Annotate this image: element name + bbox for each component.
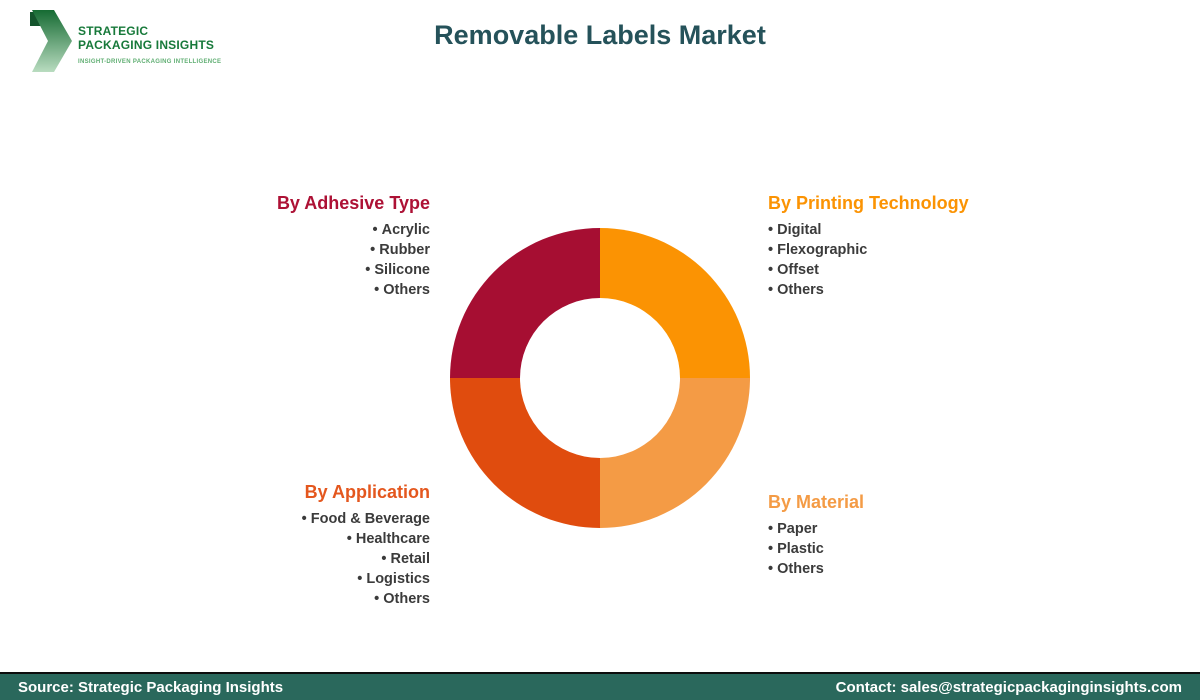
segment-application: By Application Food & BeverageHealthcare… [180, 481, 430, 609]
list-item: Others [768, 280, 1008, 300]
list-item: Others [180, 589, 430, 609]
segment-adhesive-type: By Adhesive Type AcrylicRubberSiliconeOt… [180, 192, 430, 300]
donut-chart [450, 228, 750, 528]
list-item: Rubber [180, 240, 430, 260]
segment-title: By Printing Technology [768, 193, 969, 213]
list-item: Digital [768, 220, 1008, 240]
list-item: Logistics [180, 569, 430, 589]
segment-item-list: Food & BeverageHealthcareRetailLogistics… [180, 509, 430, 609]
chevron-logo-icon [30, 10, 72, 72]
list-item: Others [180, 280, 430, 300]
list-item: Offset [768, 260, 1008, 280]
segment-title: By Application [304, 482, 430, 502]
brand-logo: STRATEGIC PACKAGING INSIGHTS INSIGHT-DRI… [30, 10, 221, 72]
list-item: Paper [768, 519, 1008, 539]
logo-text-line1: STRATEGIC [78, 24, 149, 38]
logo-text-line2: PACKAGING INSIGHTS [78, 38, 215, 52]
segment-material: By Material PaperPlasticOthers [768, 491, 1008, 579]
list-item: Healthcare [180, 529, 430, 549]
segment-item-list: DigitalFlexographicOffsetOthers [768, 220, 1008, 300]
list-item: Food & Beverage [180, 509, 430, 529]
list-item: Silicone [180, 260, 430, 280]
list-item: Others [768, 559, 1008, 579]
logo-tagline: INSIGHT-DRIVEN PACKAGING INTELLIGENCE [78, 59, 222, 65]
page-title: Removable Labels Market [434, 20, 766, 50]
segment-title: By Material [768, 492, 865, 512]
footer-bar: Source: Strategic Packaging Insights Con… [0, 672, 1200, 700]
footer-contact-text: Contact: sales@strategicpackaginginsight… [835, 678, 1182, 696]
footer-source-text: Source: Strategic Packaging Insights [18, 678, 284, 696]
segment-printing-technology: By Printing Technology DigitalFlexograph… [768, 192, 1008, 300]
segment-item-list: PaperPlasticOthers [768, 519, 1008, 579]
donut-hole [520, 298, 680, 458]
segment-item-list: AcrylicRubberSiliconeOthers [180, 220, 430, 300]
list-item: Retail [180, 549, 431, 569]
list-item: Acrylic [180, 220, 430, 240]
segment-title: By Adhesive Type [276, 193, 430, 213]
list-item: Flexographic [768, 240, 1008, 260]
list-item: Plastic [768, 539, 1008, 559]
